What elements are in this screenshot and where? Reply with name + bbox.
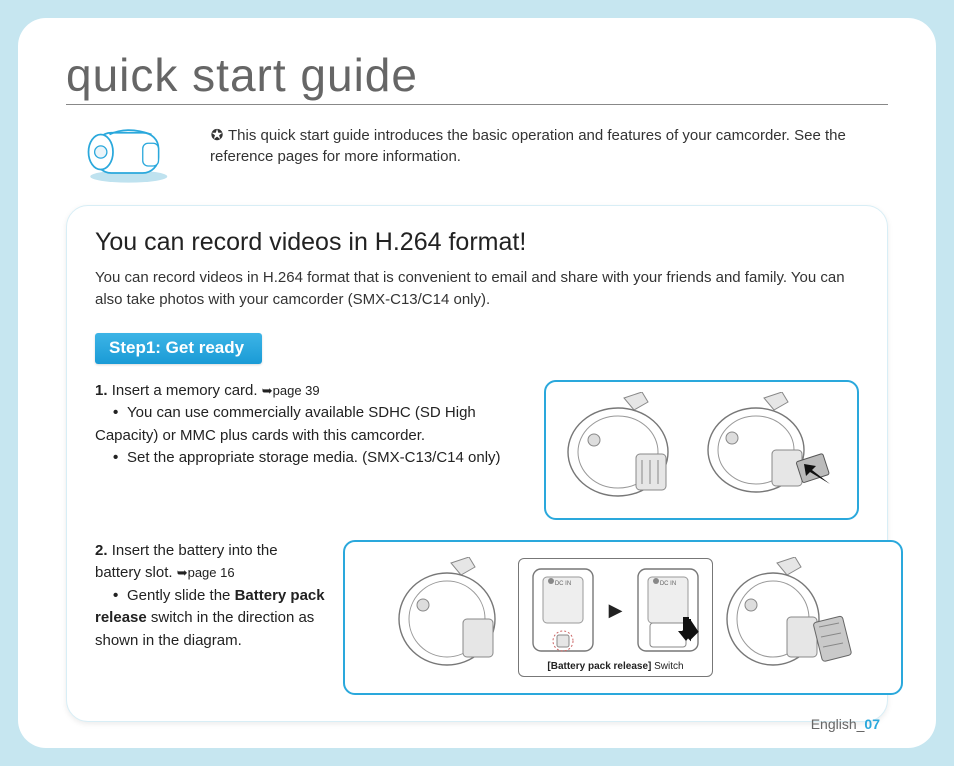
section-desc: You can record videos in H.264 format th… (95, 267, 859, 311)
content-panel: You can record videos in H.264 format! Y… (66, 205, 888, 722)
footer-page-number: 07 (864, 716, 880, 732)
camcorder-side-icon (393, 557, 508, 677)
page-card: quick start guide ✪This quick start guid… (18, 18, 936, 748)
battery-diagram: DC IN ▶ DC IN (343, 540, 903, 695)
page-footer: English_07 (811, 716, 880, 732)
memory-card-diagram (544, 380, 859, 520)
camcorder-icon (72, 117, 182, 187)
intro-text: ✪This quick start guide introduces the b… (210, 117, 888, 167)
step2-text: 2. Insert the battery into the battery s… (95, 540, 325, 653)
step-badge: Step1: Get ready (95, 333, 262, 364)
list-number: 2. (95, 542, 108, 559)
svg-text:DC IN: DC IN (554, 581, 570, 587)
list-item: Set the appropriate storage media. (SMX-… (95, 447, 526, 470)
release-switch-inset: DC IN ▶ DC IN (518, 558, 714, 677)
insert-card-icon (702, 392, 842, 507)
star-icon: ✪ (210, 125, 224, 146)
item1-bullets: You can use commercially available SDHC … (95, 402, 526, 470)
list-number: 1. (95, 382, 108, 399)
section-heading: You can record videos in H.264 format! (95, 228, 859, 257)
list-item: Gently slide the Battery pack release sw… (95, 585, 325, 653)
step2-row: 2. Insert the battery into the battery s… (95, 540, 859, 695)
camcorder-side-icon (562, 392, 692, 507)
diagram-caption: [Battery pack release] Switch (547, 661, 683, 672)
svg-text:DC IN: DC IN (660, 581, 676, 587)
arrow-right-icon: ▶ (609, 600, 623, 621)
insert-battery-icon (723, 557, 853, 677)
footer-language: English (811, 716, 857, 732)
page-ref: ➥page 16 (177, 565, 235, 580)
intro-copy: This quick start guide introduces the ba… (210, 127, 846, 165)
page-title: quick start guide (66, 48, 418, 104)
item2-bullets: Gently slide the Battery pack release sw… (95, 585, 325, 653)
caption-rest: Switch (651, 661, 683, 672)
title-row: quick start guide (66, 48, 888, 105)
list-item: You can use commercially available SDHC … (95, 402, 526, 447)
battery-slot-open-icon: DC IN (632, 565, 704, 657)
step1-text: 1. Insert a memory card. ➥page 39 You ca… (95, 380, 526, 470)
caption-bold: [Battery pack release] (547, 661, 651, 672)
page-ref: ➥page 39 (262, 383, 320, 398)
step1-row: 1. Insert a memory card. ➥page 39 You ca… (95, 380, 859, 520)
bullet-pre: Gently slide the (127, 587, 235, 604)
battery-slot-icon: DC IN (527, 565, 599, 657)
item1-lead: Insert a memory card. (112, 382, 262, 399)
intro-row: ✪This quick start guide introduces the b… (66, 117, 888, 187)
